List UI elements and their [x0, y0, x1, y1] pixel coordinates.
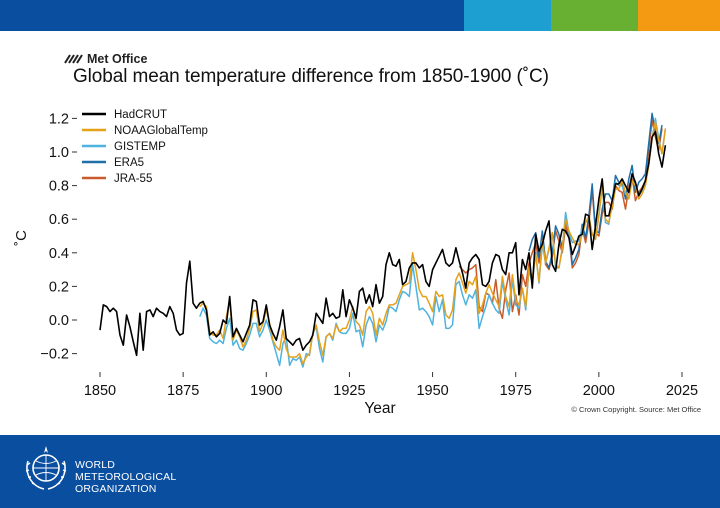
legend-label-jra-55: JRA-55 — [114, 173, 152, 185]
series-line-hadcrut — [99, 131, 667, 357]
copyright-note: © Crown Copyright. Source: Met Office — [571, 405, 701, 414]
top-bar-segment-orange — [638, 0, 720, 31]
y-tick-label: 1.2 — [49, 111, 69, 127]
y-tick-label: −0.2 — [40, 347, 69, 363]
top-bar-segment-green — [551, 0, 638, 31]
legend-label-hadcrut: HadCRUT — [114, 109, 167, 121]
met-office-logo-text: Met Office — [87, 52, 148, 66]
y-tick-label: 0.4 — [49, 246, 69, 262]
x-tick-label: 1850 — [84, 383, 116, 399]
wmo-org-name: WORLD METEOROLOGICAL ORGANIZATION — [75, 459, 176, 495]
x-tick-label: 1950 — [416, 383, 448, 399]
legend-label-noaaglobaltemp: NOAAGlobalTemp — [114, 125, 208, 137]
x-tick-label: 1900 — [250, 383, 282, 399]
y-tick-label: 0.0 — [49, 313, 69, 329]
temperature-chart: −0.2 0.0 0.2 0.4 0.6 0.8 1.0 1.2 1850 1875 1900 192… — [13, 109, 698, 417]
top-bar-main — [0, 0, 464, 31]
wmo-line-1: WORLD — [75, 459, 116, 471]
wmo-emblem-icon — [25, 446, 67, 490]
y-tick-label: 0.8 — [49, 179, 69, 195]
legend-label-era5: ERA5 — [114, 157, 144, 169]
x-axis-label: Year — [364, 400, 395, 417]
series-line-gistemp — [199, 117, 667, 368]
met-office-logo: Met Office — [64, 52, 147, 66]
x-tick-label: 1975 — [500, 383, 532, 399]
legend-label-gistemp: GISTEMP — [114, 141, 166, 153]
y-tick-label: 1.0 — [49, 145, 69, 161]
x-tick-label: 2025 — [666, 383, 698, 399]
x-tick-label: 2000 — [583, 383, 615, 399]
series-line-noaaglobaltemp — [199, 121, 667, 365]
x-tick-label: 1925 — [333, 383, 365, 399]
footer-bar — [0, 435, 720, 508]
chart-title: Global mean temperature difference from … — [73, 66, 549, 87]
met-office-logo-icon — [64, 54, 83, 64]
top-color-bar — [0, 0, 720, 31]
wmo-line-3: ORGANIZATION — [75, 483, 157, 495]
y-axis-label: ˚C — [13, 230, 30, 246]
y-tick-label: 0.2 — [49, 279, 69, 295]
y-tick-label: 0.6 — [49, 212, 69, 228]
series-line-jra-55 — [458, 119, 663, 320]
wmo-line-2: METEOROLOGICAL — [75, 471, 177, 483]
x-tick-label: 1875 — [167, 383, 199, 399]
top-bar-segment-cyan — [464, 0, 551, 31]
